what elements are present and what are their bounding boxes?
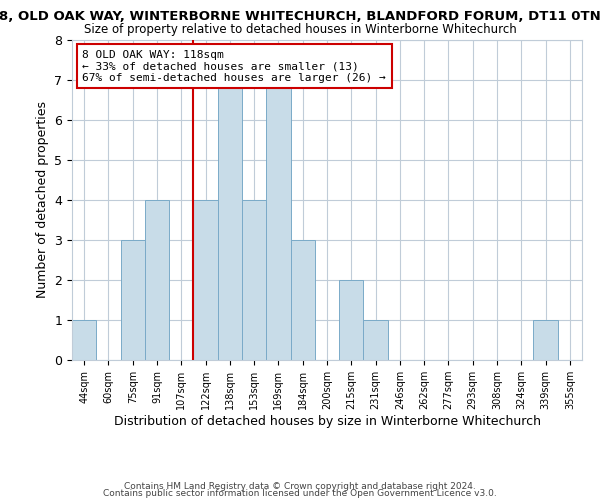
Bar [218, 80, 242, 360]
Text: 8, OLD OAK WAY, WINTERBORNE WHITECHURCH, BLANDFORD FORUM, DT11 0TN: 8, OLD OAK WAY, WINTERBORNE WHITECHURCH,… [0, 10, 600, 23]
Text: 8 OLD OAK WAY: 118sqm
← 33% of detached houses are smaller (13)
67% of semi-deta: 8 OLD OAK WAY: 118sqm ← 33% of detached … [82, 50, 386, 83]
Bar [339, 280, 364, 360]
Bar [533, 320, 558, 360]
Text: Contains HM Land Registry data © Crown copyright and database right 2024.: Contains HM Land Registry data © Crown c… [124, 482, 476, 491]
Bar [145, 200, 169, 360]
X-axis label: Distribution of detached houses by size in Winterborne Whitechurch: Distribution of detached houses by size … [113, 415, 541, 428]
Bar [193, 200, 218, 360]
Bar [266, 80, 290, 360]
Y-axis label: Number of detached properties: Number of detached properties [36, 102, 49, 298]
Bar [72, 320, 96, 360]
Bar [121, 240, 145, 360]
Bar [364, 320, 388, 360]
Text: Size of property relative to detached houses in Winterborne Whitechurch: Size of property relative to detached ho… [83, 22, 517, 36]
Bar [242, 200, 266, 360]
Bar [290, 240, 315, 360]
Text: Contains public sector information licensed under the Open Government Licence v3: Contains public sector information licen… [103, 489, 497, 498]
